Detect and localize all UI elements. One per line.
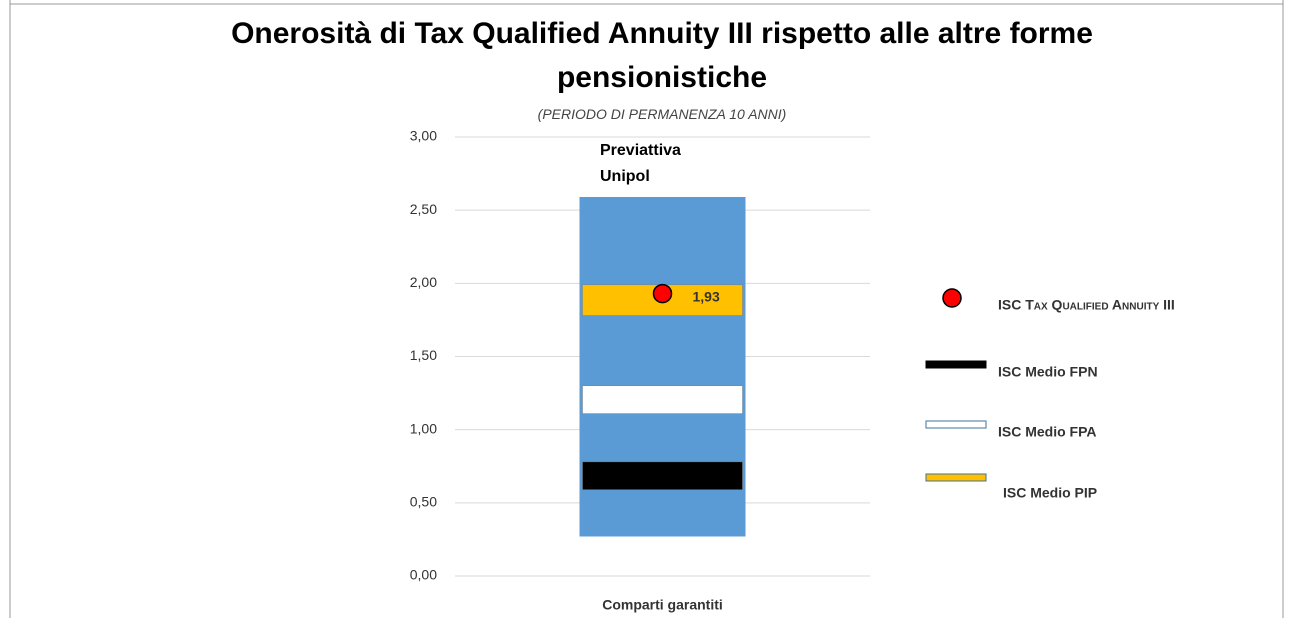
point	[652, 283, 673, 304]
y-tick-label: 3,00	[410, 128, 437, 144]
y-tick-label: 2,50	[410, 201, 437, 217]
band	[582, 461, 743, 490]
legend-marker	[925, 420, 987, 429]
legend-marker	[925, 473, 987, 482]
y-tick-label: 1,50	[410, 347, 437, 363]
y-tick-label: 2,00	[410, 274, 437, 290]
chart-subtitle: (PERIODO DI PERMANENZA 10 ANNI)	[537, 106, 787, 122]
legend-label: ISC Medio FPA	[998, 424, 1097, 440]
legend-marker	[942, 288, 962, 308]
legend-label: ISC Medio PIP	[1003, 485, 1097, 501]
y-tick-label: 0,00	[410, 567, 437, 583]
value-label: 1,93	[693, 288, 720, 304]
x-tick-label: Comparti garantiti	[602, 597, 723, 613]
annotation: Previattiva Unipol	[600, 142, 681, 185]
legend-label: ISC Tax Qualified Annuity III	[998, 297, 1175, 313]
legend-label: ISC Medio FPN	[998, 364, 1098, 380]
chart-title: Onerosità di Tax Qualified Annuity III r…	[231, 17, 1093, 94]
y-tick-label: 1,00	[410, 420, 437, 436]
band	[582, 385, 743, 414]
y-tick-label: 0,50	[410, 494, 437, 510]
legend-marker	[925, 360, 987, 369]
